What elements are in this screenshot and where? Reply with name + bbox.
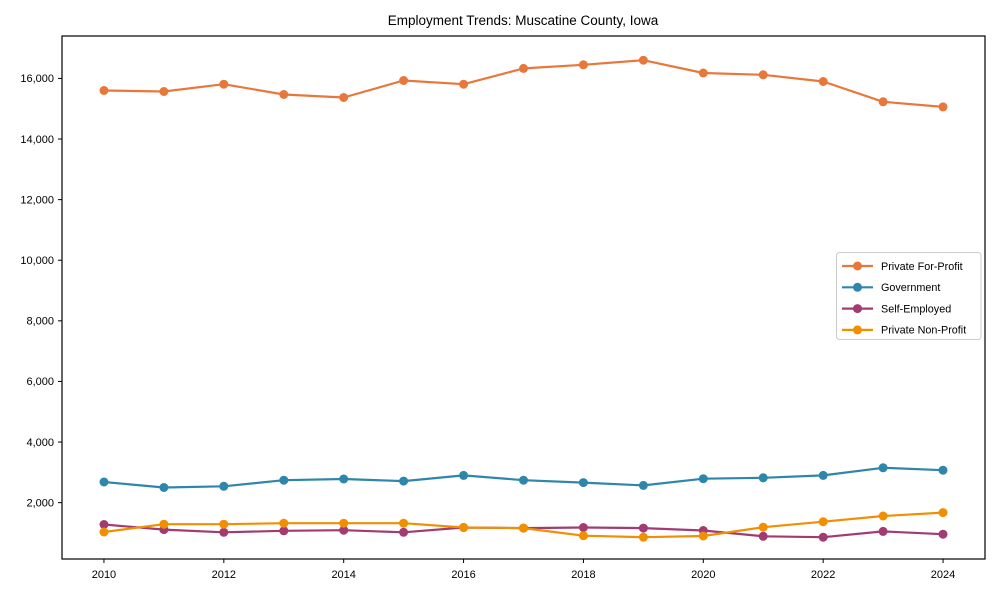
x-axis-tick-label: 2022 <box>811 569 835 581</box>
data-point-self-employed <box>938 529 948 539</box>
legend-box <box>836 252 982 340</box>
data-point-private-non-profit <box>638 532 648 542</box>
data-point-government <box>578 478 588 488</box>
data-point-private-for-profit <box>578 60 588 70</box>
data-point-private-non-profit <box>219 519 229 529</box>
plot-border <box>61 35 986 560</box>
data-point-self-employed <box>818 532 828 542</box>
data-point-government <box>399 476 409 486</box>
data-point-government <box>459 470 469 480</box>
data-point-private-for-profit <box>519 63 528 73</box>
data-point-private-non-profit <box>399 518 409 528</box>
data-point-government <box>878 463 888 473</box>
data-point-private-for-profit <box>638 55 648 65</box>
data-point-private-non-profit <box>279 518 289 528</box>
legend-label: Private Non-Profit <box>881 325 966 337</box>
x-axis-tick-label: 2016 <box>451 569 475 581</box>
chart-title: Employment Trends: Muscatine County, Iow… <box>388 13 659 28</box>
legend-marker-self-employed-icon <box>853 304 862 314</box>
data-point-government <box>339 474 349 484</box>
legend-label: Government <box>881 282 940 294</box>
legend: Private For-Profit Government Self-Employe… <box>836 252 982 340</box>
y-axis-tick-label: 6,000 <box>26 376 54 388</box>
data-point-private-non-profit <box>938 508 948 518</box>
data-point-government <box>279 475 289 485</box>
data-point-private-for-profit <box>219 79 229 89</box>
data-point-government <box>638 480 648 490</box>
legend-label: Private For-Profit <box>881 261 963 273</box>
data-point-private-for-profit <box>279 90 289 99</box>
data-point-private-non-profit <box>459 523 469 532</box>
plot-area: 2,000 4,000 6,000 8,000 10,000 12,000 14,000 16… <box>20 35 986 581</box>
data-point-private-non-profit <box>159 519 169 529</box>
y-axis-tick-label: 4,000 <box>26 437 54 449</box>
data-point-self-employed <box>758 531 768 541</box>
x-axis-tick-label: 2024 <box>931 569 955 581</box>
data-point-private-non-profit <box>878 511 888 521</box>
data-point-government <box>758 473 768 483</box>
data-point-private-non-profit <box>339 518 349 528</box>
data-point-private-for-profit <box>878 97 888 107</box>
data-point-private-non-profit <box>758 522 768 532</box>
y-axis-tick-label: 8,000 <box>26 316 54 328</box>
data-point-private-non-profit <box>519 523 528 533</box>
data-point-private-for-profit <box>938 102 948 112</box>
x-axis-tick-label: 2010 <box>92 569 116 581</box>
data-point-private-for-profit <box>339 93 349 102</box>
data-point-government <box>818 470 828 480</box>
data-point-private-for-profit <box>459 79 469 89</box>
x-axis-tick-label: 2012 <box>212 569 236 581</box>
y-axis-tick-label: 14,000 <box>20 134 54 146</box>
legend-item-government: Government <box>842 282 940 294</box>
data-point-self-employed <box>279 526 289 536</box>
data-point-government <box>159 483 169 492</box>
x-axis-tick-label: 2014 <box>331 569 355 581</box>
data-point-government <box>219 481 229 491</box>
legend-item-self-employed: Self-Employed <box>842 303 951 315</box>
data-point-self-employed <box>638 523 648 533</box>
data-point-self-employed <box>219 527 229 537</box>
data-point-government <box>99 477 109 487</box>
data-point-private-for-profit <box>758 70 768 80</box>
legend-label: Self-Employed <box>881 303 951 315</box>
data-point-private-for-profit <box>399 76 409 85</box>
legend-marker-private-non-profit-icon <box>853 325 862 335</box>
data-point-private-non-profit <box>818 517 828 527</box>
data-point-private-for-profit <box>698 68 708 78</box>
data-point-government <box>938 465 948 475</box>
data-point-government <box>519 475 528 485</box>
data-point-private-non-profit <box>698 531 708 541</box>
data-point-government <box>698 474 708 484</box>
data-point-self-employed <box>99 520 109 529</box>
data-point-self-employed <box>339 525 349 535</box>
legend-item-private-non-profit: Private Non-Profit <box>842 325 966 337</box>
data-point-private-for-profit <box>99 86 109 95</box>
data-point-private-for-profit <box>159 87 169 96</box>
legend-item-private-for-profit: Private For-Profit <box>842 261 963 273</box>
data-point-self-employed <box>399 527 409 537</box>
y-axis-tick-label: 16,000 <box>20 73 54 85</box>
y-axis-tick-label: 10,000 <box>20 255 54 267</box>
y-axis-tick-label: 2,000 <box>26 497 54 509</box>
data-point-self-employed <box>878 526 888 536</box>
data-point-private-non-profit <box>99 527 109 537</box>
legend-marker-private-for-profit-icon <box>853 261 862 271</box>
data-point-self-employed <box>578 523 588 532</box>
y-axis-tick-label: 12,000 <box>20 194 54 206</box>
data-point-private-non-profit <box>578 531 588 541</box>
x-axis-tick-label: 2018 <box>571 569 595 581</box>
data-point-private-for-profit <box>818 77 828 86</box>
legend-marker-government-icon <box>853 282 862 292</box>
x-axis-tick-label: 2020 <box>691 569 715 581</box>
